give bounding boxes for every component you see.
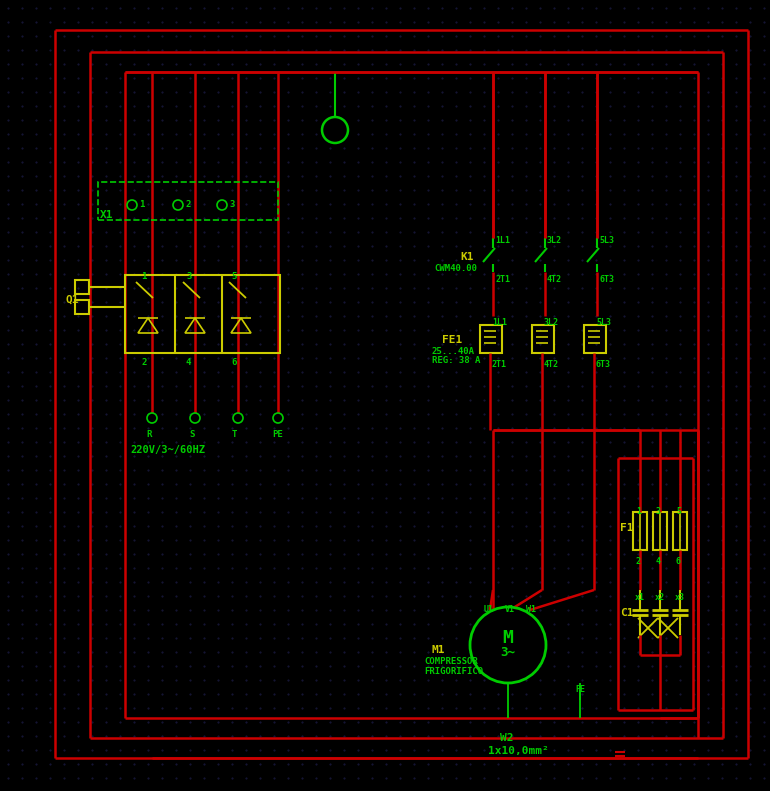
Text: V1: V1: [505, 605, 515, 614]
Text: 2: 2: [141, 358, 146, 367]
Text: 6T3: 6T3: [596, 360, 611, 369]
Text: 3: 3: [656, 507, 661, 516]
Text: 5L3: 5L3: [599, 236, 614, 245]
Text: R: R: [146, 430, 152, 439]
Text: M: M: [503, 629, 514, 647]
Bar: [653, 512, 667, 550]
Bar: [480, 325, 502, 353]
Text: 1L1: 1L1: [495, 236, 510, 245]
Text: x2: x2: [655, 593, 665, 602]
Bar: [125, 275, 280, 353]
Text: 4T2: 4T2: [544, 360, 559, 369]
Circle shape: [273, 413, 283, 423]
Text: 6T3: 6T3: [599, 275, 614, 284]
Text: x3: x3: [675, 593, 685, 602]
Text: Q1: Q1: [65, 295, 79, 305]
Text: 5: 5: [676, 507, 681, 516]
Circle shape: [147, 413, 157, 423]
Text: FRIGORIFICO: FRIGORIFICO: [424, 667, 483, 676]
Circle shape: [173, 200, 183, 210]
Circle shape: [233, 413, 243, 423]
Text: 3~: 3~: [500, 646, 515, 660]
Bar: [584, 325, 606, 353]
Text: F1: F1: [620, 523, 634, 533]
Text: 2: 2: [185, 200, 190, 209]
Text: 1: 1: [636, 507, 641, 516]
Text: 2T1: 2T1: [492, 360, 507, 369]
Circle shape: [217, 200, 227, 210]
Bar: [75, 300, 89, 314]
Text: 3: 3: [229, 200, 234, 209]
Text: 5: 5: [231, 272, 236, 281]
Text: PE: PE: [575, 685, 585, 694]
Text: PE: PE: [272, 430, 283, 439]
Text: 2: 2: [636, 557, 641, 566]
Text: 4: 4: [656, 557, 661, 566]
Circle shape: [127, 200, 137, 210]
Text: U1: U1: [484, 605, 494, 614]
Text: COMPRESSOR: COMPRESSOR: [424, 657, 477, 666]
Text: C1: C1: [620, 608, 634, 618]
Text: FE1: FE1: [442, 335, 462, 345]
Text: T: T: [232, 430, 237, 439]
Text: 6: 6: [676, 557, 681, 566]
Text: 220V/3~/60HZ: 220V/3~/60HZ: [130, 445, 205, 455]
Bar: [98, 182, 278, 220]
Text: 2T1: 2T1: [495, 275, 510, 284]
Text: K1: K1: [460, 252, 474, 262]
Text: 5L3: 5L3: [596, 318, 611, 327]
Bar: [673, 512, 687, 550]
Text: 1: 1: [139, 200, 145, 209]
Text: 3L2: 3L2: [544, 318, 559, 327]
Text: 3: 3: [186, 272, 192, 281]
Text: M1: M1: [432, 645, 446, 655]
Text: 4T2: 4T2: [547, 275, 562, 284]
Circle shape: [322, 117, 348, 143]
Text: W2: W2: [500, 733, 514, 743]
Text: 25...40A: 25...40A: [432, 347, 475, 356]
Text: S: S: [189, 430, 194, 439]
Text: X1: X1: [100, 210, 113, 220]
Text: 6: 6: [231, 358, 236, 367]
Bar: [633, 512, 647, 550]
Text: CWM40.00: CWM40.00: [434, 264, 477, 273]
Text: 4: 4: [186, 358, 192, 367]
Bar: [75, 280, 89, 294]
Bar: [532, 325, 554, 353]
Text: REG: 38 A: REG: 38 A: [432, 356, 480, 365]
Text: 1: 1: [141, 272, 146, 281]
Text: x1: x1: [635, 593, 645, 602]
Text: 1L1: 1L1: [492, 318, 507, 327]
Circle shape: [470, 607, 546, 683]
Text: 1x10,0mm²: 1x10,0mm²: [488, 746, 549, 756]
Text: 3L2: 3L2: [547, 236, 562, 245]
Circle shape: [190, 413, 200, 423]
Text: W1: W1: [526, 605, 536, 614]
